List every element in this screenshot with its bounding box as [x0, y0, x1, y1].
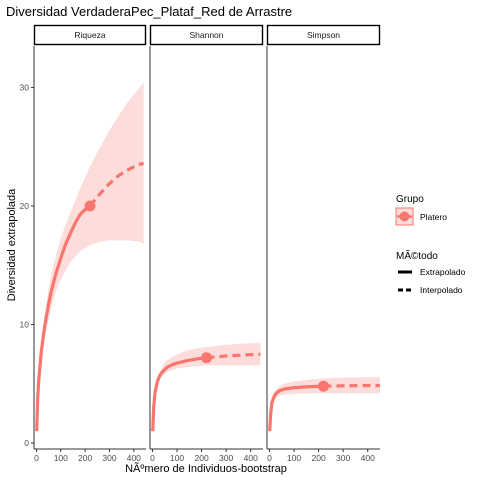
- y-tick-label: 0: [24, 438, 29, 448]
- y-tick-label: 30: [20, 82, 30, 92]
- series-line-solid: [268, 384, 324, 432]
- facet-strip-label: Shannon: [189, 30, 223, 40]
- x-tick-label: 300: [336, 453, 350, 463]
- facet-simpson: Simpson 0 100 200 300 400: [266, 24, 381, 463]
- series-line-dashed: [323, 383, 380, 388]
- y-tick-label: 20: [20, 201, 30, 211]
- legend-method-item-interpolado: Interpolado: [420, 285, 463, 295]
- series-line-dashed: [206, 352, 261, 360]
- facet-shannon: Shannon 0 100 200 300 400: [149, 24, 264, 463]
- legend-group-key-point: [399, 211, 410, 222]
- facet-strip: [149, 24, 264, 46]
- observed-point: [84, 200, 96, 212]
- x-axis-title: NÃºmero de Individuos-bootstrap: [125, 462, 287, 475]
- x-tick-label: 100: [54, 453, 68, 463]
- confidence-band: [152, 342, 261, 432]
- x-tick-label: 400: [127, 453, 141, 463]
- x-tick-label: 0: [150, 453, 155, 463]
- x-tick-label: 300: [219, 453, 233, 463]
- series-line-solid: [151, 356, 207, 432]
- observed-point: [318, 380, 329, 392]
- confidence-band: [36, 82, 144, 432]
- series-line-dashed: [88, 161, 144, 208]
- facet-strip: [266, 24, 381, 46]
- observed-point: [201, 352, 212, 364]
- x-tick-label: 200: [194, 453, 208, 463]
- y-axis-title: Diversidad extrapolada: [6, 188, 18, 301]
- legend-group-title: Grupo: [396, 194, 424, 205]
- facet-riqueza: Riqueza 0 100 200 300 400: [33, 24, 147, 463]
- chart-title: Diversidad VerdaderaPec_Plataf_Red de Ar…: [6, 4, 292, 19]
- x-tick-label: 0: [267, 453, 272, 463]
- series-line-solid: [35, 204, 91, 432]
- x-tick-label: 100: [287, 453, 301, 463]
- x-tick-label: 100: [170, 453, 184, 463]
- legend-group-item: Platero: [420, 212, 447, 222]
- x-tick-label: 400: [361, 453, 375, 463]
- facet-strip-label: Riqueza: [74, 30, 105, 40]
- facet-strip: [33, 24, 147, 46]
- confidence-band: [269, 376, 380, 432]
- x-tick-label: 0: [34, 453, 39, 463]
- x-tick-label: 200: [311, 453, 325, 463]
- legend-method-item-extrapolado: Extrapolado: [420, 267, 466, 277]
- facet-strip-label: Simpson: [307, 30, 340, 40]
- x-tick-label: 200: [78, 453, 92, 463]
- x-tick-label: 300: [102, 453, 116, 463]
- legend: Grupo Platero MÃ©todo Extrapolado Interp…: [395, 194, 466, 295]
- legend-method-title: MÃ©todo: [396, 249, 438, 262]
- x-tick-label: 400: [244, 453, 258, 463]
- y-tick-label: 10: [20, 320, 30, 330]
